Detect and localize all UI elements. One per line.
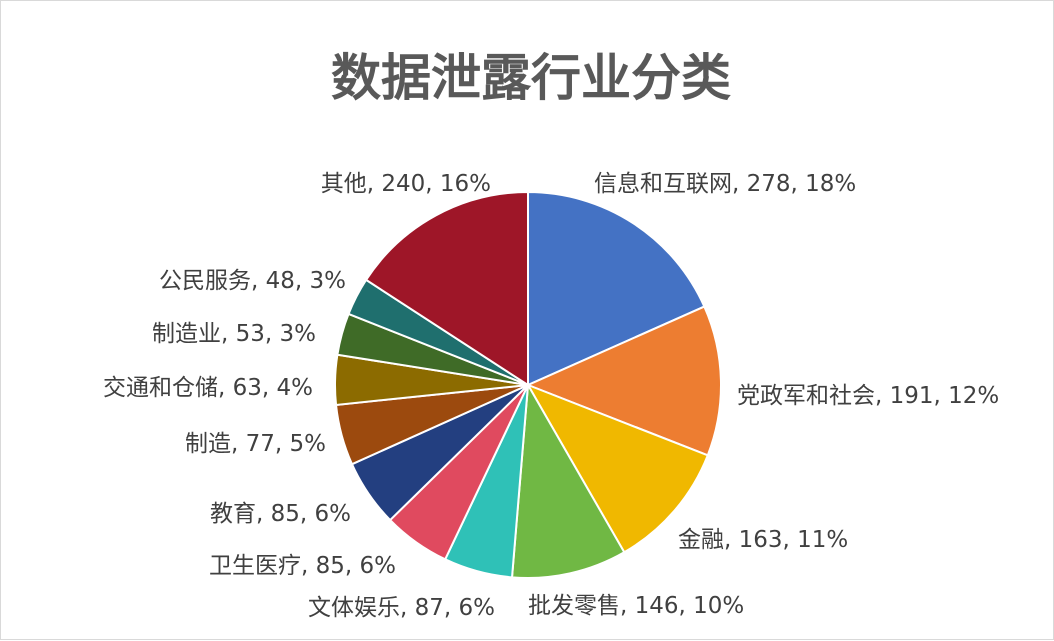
pie-slice [527, 190, 706, 387]
pie-slice [510, 381, 626, 579]
chart-title: 数据泄露行业分类 [331, 49, 731, 107]
data-label: 卫生医疗, 85, 6% [209, 553, 396, 579]
data-label: 教育, 85, 6% [210, 501, 351, 527]
data-label: 交通和仓储, 63, 4% [103, 375, 313, 401]
pie-slices [334, 190, 722, 579]
data-label: 制造, 77, 5% [185, 431, 326, 457]
data-label: 公民服务, 48, 3% [159, 268, 346, 294]
data-label: 批发零售, 146, 10% [528, 593, 744, 619]
pie-slice [364, 190, 529, 387]
pie-slice [525, 383, 710, 554]
data-label: 其他, 240, 16% [321, 171, 491, 197]
data-label: 信息和互联网, 278, 18% [594, 171, 856, 197]
data-label: 制造业, 53, 3% [152, 321, 316, 347]
data-labels: 信息和互联网, 278, 18% 党政军和社会, 191, 12% 金融, 163,… [103, 171, 999, 621]
data-label: 党政军和社会, 191, 12% [737, 383, 999, 409]
data-label: 文体娱乐, 87, 6% [308, 595, 495, 621]
pie-slice [525, 305, 722, 457]
data-label: 金融, 163, 11% [678, 527, 848, 553]
